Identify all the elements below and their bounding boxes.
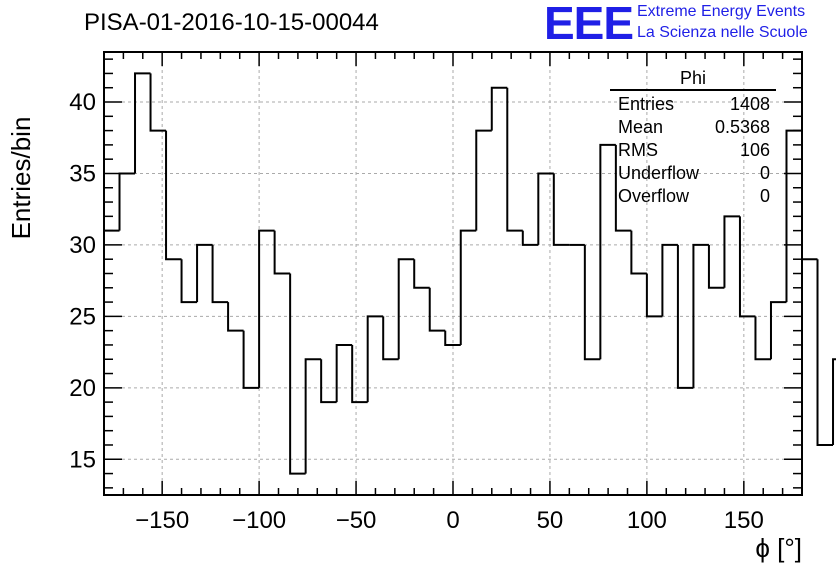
histogram-bin (335, 343, 353, 403)
stats-label: Mean (618, 117, 664, 137)
stats-row-rms: RMS 106 (610, 139, 776, 162)
stats-box: Phi Entries 1408 Mean 0.5368 RMS 106 Und… (610, 67, 776, 208)
y-tick-label: 25 (69, 303, 96, 330)
stats-divider (610, 89, 776, 91)
stats-value: 106 (739, 140, 770, 160)
histogram-bin (801, 130, 818, 261)
tick-labels: −150 −100 −50 0 50 100 150 15 20 25 30 35 40 (69, 89, 764, 534)
y-tick-label: 35 (69, 160, 96, 187)
stats-label: Entries (618, 94, 675, 114)
histogram-bin (661, 243, 678, 317)
grid-lines (104, 52, 802, 495)
stats-row-mean: Mean 0.5368 (610, 116, 776, 139)
histogram-bin (506, 87, 523, 232)
histogram-bin (521, 230, 539, 246)
x-tick-label: 50 (537, 507, 564, 534)
histogram-bin (832, 358, 836, 445)
histogram-bin (645, 273, 663, 318)
histogram-bin (599, 143, 616, 360)
histogram-bin (118, 172, 136, 231)
run-title: PISA-01-2016-10-15-00044 (84, 9, 379, 36)
eee-logo-line2: La Scienza nelle Scuole (637, 24, 808, 41)
histogram-bin (180, 259, 198, 304)
histogram-bin (769, 301, 787, 360)
x-tick-label: 100 (627, 507, 667, 534)
histogram-bin (227, 302, 244, 332)
histogram-bin (537, 172, 554, 245)
x-tick-label: −100 (232, 507, 286, 534)
stats-value: 1408 (729, 94, 770, 114)
histogram-bin (630, 230, 647, 275)
histogram-bin (196, 243, 213, 303)
histogram-bin (754, 316, 771, 361)
x-tick-label: 0 (446, 507, 459, 534)
stats-value: 0 (759, 163, 770, 183)
histogram-bin (676, 244, 694, 389)
stats-row-entries: Entries 1408 (610, 93, 776, 116)
stats-label: RMS (618, 140, 658, 160)
histogram-bin (165, 130, 182, 261)
x-tick-label: −150 (135, 507, 189, 534)
stats-label: Underflow (618, 163, 700, 183)
stats-row-overflow: Overflow 0 (610, 185, 776, 208)
histogram-bin (459, 229, 477, 345)
histogram-bin (413, 259, 430, 289)
histogram-bin (382, 316, 399, 361)
histogram-bin (289, 273, 306, 475)
histogram-bin (552, 173, 570, 246)
histogram-bin (103, 229, 120, 495)
stats-value: 0.5368 (714, 117, 770, 137)
y-tick-label: 30 (69, 232, 96, 259)
stats-value: 0 (759, 186, 770, 206)
histogram-bin (692, 243, 709, 388)
y-axis-label: Entries/bin (6, 117, 36, 240)
histogram-bin (211, 244, 229, 304)
histogram-bin (475, 129, 492, 231)
eee-logo: EEE (544, 0, 634, 49)
y-tick-label: 40 (69, 89, 96, 116)
histogram-bin (583, 244, 601, 361)
histogram-bin (134, 72, 151, 174)
stats-label: Overflow (618, 186, 690, 206)
histogram-bin (723, 215, 740, 288)
x-tick-label: −50 (336, 507, 377, 534)
histogram-bin (242, 330, 260, 389)
histogram-bin (444, 330, 461, 346)
histogram-bin (351, 344, 368, 404)
histogram-bin (707, 244, 725, 289)
histogram-bin (614, 144, 632, 232)
histogram-bin (258, 229, 275, 388)
y-tick-label: 20 (69, 375, 96, 402)
y-tick-label: 15 (69, 446, 96, 473)
histogram-bin (816, 259, 834, 446)
histogram-bin (149, 73, 167, 132)
histogram-bin (304, 358, 322, 474)
stats-row-underflow: Underflow 0 (610, 162, 776, 185)
stats-title: Phi (679, 68, 706, 88)
axis-ticks (103, 52, 803, 495)
x-tick-label: 150 (724, 507, 764, 534)
histogram-bin (320, 359, 337, 404)
histogram-bin (428, 287, 446, 332)
histogram-bin (397, 258, 415, 360)
histogram-bin (366, 315, 384, 403)
eee-logo-line1: Extreme Energy Events (637, 3, 806, 20)
histogram-bin (273, 230, 291, 275)
histogram-bin (490, 86, 508, 131)
x-axis-label: ϕ [°] (755, 533, 802, 563)
histogram-bin (738, 216, 756, 318)
